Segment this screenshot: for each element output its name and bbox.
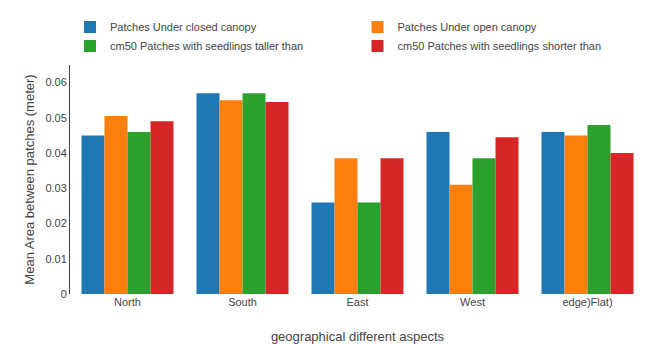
svg-text:0.06: 0.06 [45, 76, 66, 88]
svg-text:0.02: 0.02 [45, 217, 66, 229]
svg-text:Mean Area between patches (met: Mean Area between patches (meter) [22, 74, 37, 284]
svg-text:North: North [114, 296, 141, 308]
svg-text:0.01: 0.01 [45, 253, 66, 265]
svg-text:0.03: 0.03 [45, 182, 66, 194]
svg-text:Patches Under closed canopy: Patches Under closed canopy [110, 21, 257, 33]
svg-text:cm50 Patches with seedlings sh: cm50 Patches with seedlings shorter than [398, 40, 602, 52]
svg-text:0.05: 0.05 [45, 112, 66, 124]
svg-text:East: East [346, 296, 368, 308]
svg-text:0.04: 0.04 [45, 147, 66, 159]
svg-text:Patches Under open canopy: Patches Under open canopy [398, 21, 537, 33]
svg-text:geographical different aspects: geographical different aspects [271, 329, 445, 344]
svg-text:edge)Flat): edge)Flat) [562, 296, 612, 308]
svg-text:South: South [228, 296, 257, 308]
svg-text:West: West [460, 296, 485, 308]
svg-text:cm50 Patches with seedlings ta: cm50 Patches with seedlings taller than [110, 40, 303, 52]
svg-text:0: 0 [61, 288, 67, 300]
